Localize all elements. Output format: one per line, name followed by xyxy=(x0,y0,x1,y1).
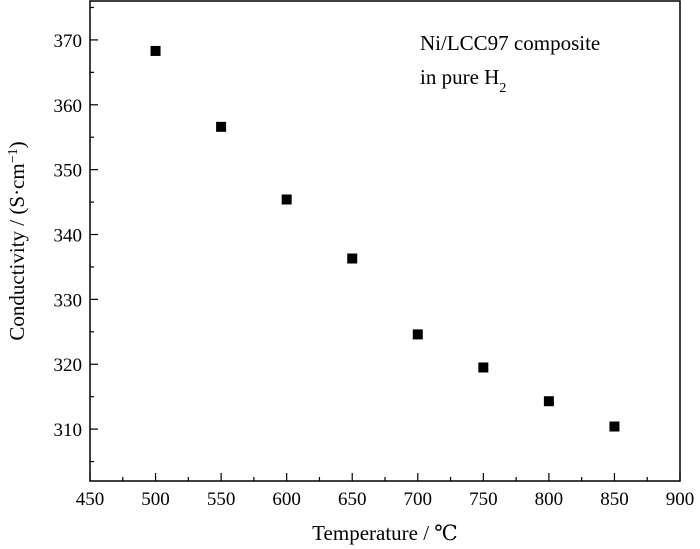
y-tick-label: 350 xyxy=(54,161,83,182)
y-axis-title-superscript: −1 xyxy=(6,148,21,163)
x-tick-label: 750 xyxy=(469,489,498,510)
data-point xyxy=(543,396,554,407)
y-tick-label: 360 xyxy=(54,96,83,117)
annotation-line-2: in pure H2 xyxy=(420,65,506,96)
y-tick-label: 320 xyxy=(54,355,83,376)
plot-frame xyxy=(89,0,681,482)
y-axis-title-main: Conductivity / (S·cm xyxy=(5,163,29,340)
y-axis-title: Conductivity / (S·cm−1) xyxy=(5,141,29,340)
data-point xyxy=(150,45,161,56)
data-points xyxy=(150,45,620,432)
x-tick-label: 550 xyxy=(207,489,236,510)
x-tick-label: 500 xyxy=(141,489,170,510)
y-axis-title-end: ) xyxy=(5,141,29,148)
y-tick-label: 370 xyxy=(54,31,83,52)
data-point xyxy=(347,253,358,264)
y-tick-label: 340 xyxy=(54,226,83,247)
data-point xyxy=(281,194,292,205)
y-tick-label: 310 xyxy=(54,420,83,441)
x-tick-label: 700 xyxy=(404,489,433,510)
annotation-line-1: Ni/LCC97 composite xyxy=(420,31,600,55)
data-point xyxy=(412,329,423,340)
y-tick-label: 330 xyxy=(54,290,83,311)
annotation-line-2-subscript: 2 xyxy=(499,81,506,96)
data-point xyxy=(478,362,489,373)
x-tick-label: 650 xyxy=(338,489,367,510)
x-tick-label: 600 xyxy=(272,489,301,510)
x-tick-label: 900 xyxy=(666,489,695,510)
x-axis-title: Temperature / ℃ xyxy=(312,521,458,545)
x-axis-ticks: 450 500 550 600 650 700 750 800 850 900 xyxy=(76,473,695,510)
annotation-line-2-main: in pure H xyxy=(420,65,499,89)
data-point xyxy=(216,121,227,132)
y-axis-ticks: 310 320 330 340 350 360 370 xyxy=(54,6,98,463)
x-tick-label: 850 xyxy=(600,489,629,510)
x-tick-label: 800 xyxy=(535,489,564,510)
data-point xyxy=(609,421,620,432)
x-tick-label: 450 xyxy=(76,489,105,510)
